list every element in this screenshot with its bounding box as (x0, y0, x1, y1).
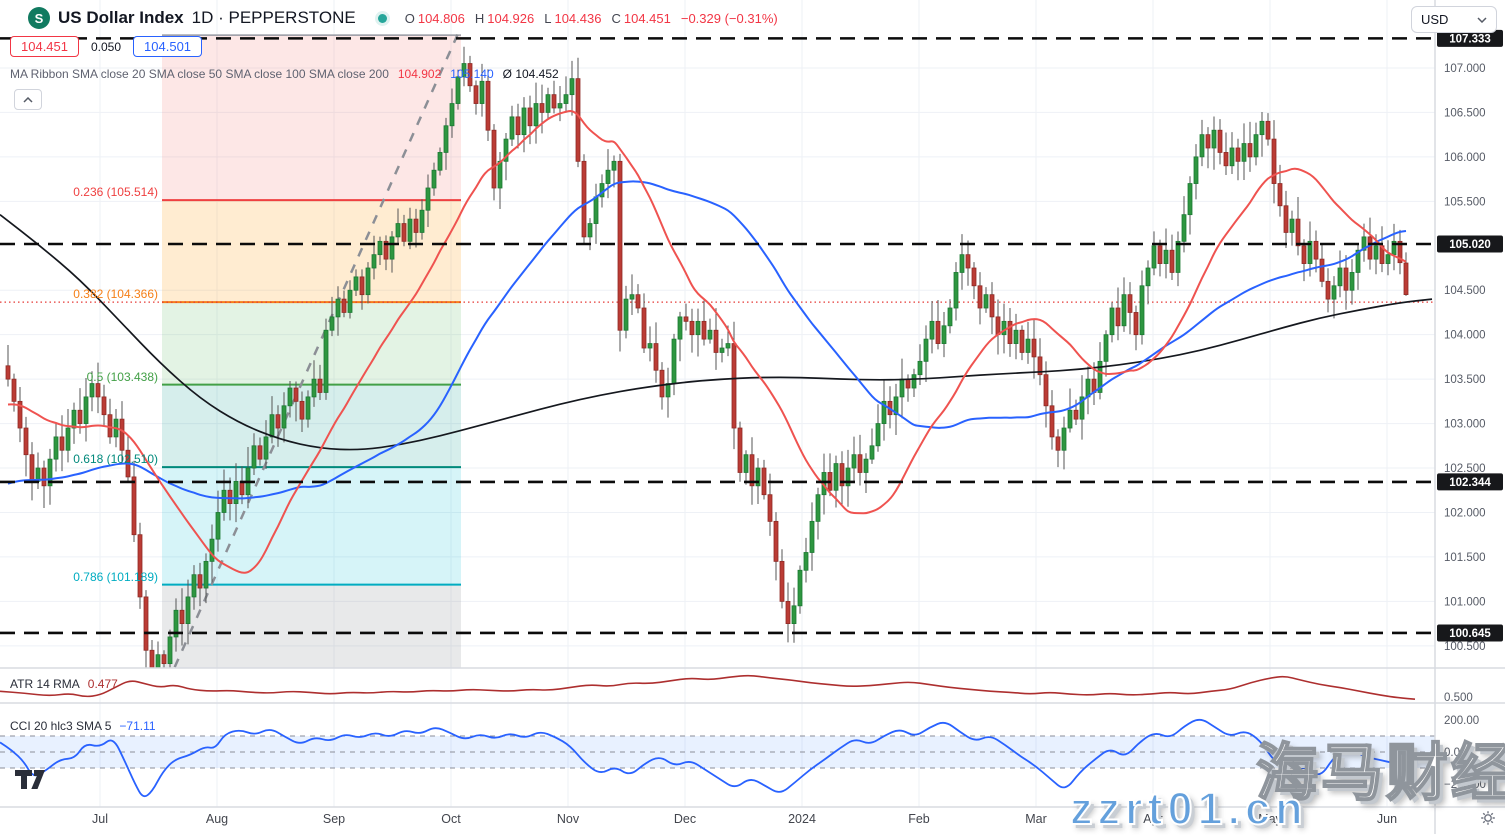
svg-text:Mar: Mar (1025, 812, 1047, 826)
open-label: O (404, 10, 415, 26)
svg-text:104.500: 104.500 (1444, 285, 1486, 297)
svg-text:Oct: Oct (441, 812, 461, 826)
symbol-title[interactable]: US Dollar Index (58, 8, 184, 27)
svg-text:Aug: Aug (206, 812, 228, 826)
svg-text:107.000: 107.000 (1444, 63, 1486, 75)
svg-text:105.500: 105.500 (1444, 196, 1486, 208)
svg-text:0.00: 0.00 (1444, 747, 1466, 759)
price-axis[interactable]: 107.000 106.500 106.000 105.500 104.500 104.0… (1437, 29, 1503, 791)
svg-text:Apr: Apr (1143, 812, 1162, 826)
cci-value: −71.11 (119, 719, 156, 733)
settings-gear-icon[interactable] (1479, 809, 1497, 827)
ma-ribbon-legend[interactable]: MA Ribbon SMA close 20 SMA close 50 SMA … (10, 67, 559, 81)
low-value: 104.436 (554, 10, 602, 26)
chevron-down-icon (1477, 16, 1487, 23)
svg-text:107.333: 107.333 (1449, 33, 1491, 45)
svg-text:103.000: 103.000 (1444, 419, 1486, 431)
ma-ribbon-lines (0, 109, 1433, 574)
ma20-value: 104.902 (397, 67, 442, 81)
currency-value: USD (1421, 12, 1449, 27)
svg-text:102.500: 102.500 (1444, 463, 1486, 475)
svg-text:0.500: 0.500 (1444, 692, 1473, 704)
cci-pane[interactable] (0, 718, 1435, 798)
fib-level-label: 0.382 (104.366) (73, 287, 158, 302)
ma-ribbon-label: MA Ribbon SMA close 20 SMA close 50 SMA … (10, 67, 389, 81)
time-axis-background[interactable] (0, 807, 1435, 834)
open-value: 104.806 (417, 10, 465, 26)
atr-pane[interactable] (0, 674, 1416, 700)
svg-text:Feb: Feb (908, 812, 930, 826)
chevron-up-icon (23, 96, 33, 103)
svg-text:Dec: Dec (674, 812, 696, 826)
svg-text:100.500: 100.500 (1444, 641, 1486, 653)
interval-exchange[interactable]: 1D · PEPPERSTONE (191, 8, 356, 27)
ma-average-value: Ø 104.452 (502, 67, 559, 81)
fib-level-label: 0.236 (105.514) (73, 185, 158, 200)
close-value: 104.451 (623, 10, 671, 26)
change-value: −0.329 (−0.31%) (680, 10, 778, 26)
svg-text:Sep: Sep (323, 812, 345, 826)
ohlc-values: O 104.806 H 104.926 L 104.436 C 104.451 … (405, 11, 778, 26)
market-status-dot (377, 13, 387, 23)
ma50-value: 105.140 (450, 67, 494, 81)
svg-text:101.000: 101.000 (1444, 596, 1486, 608)
time-axis[interactable]: Jul Aug Sep Oct Nov Dec 2024 Feb Mar Apr May Jun (92, 812, 1397, 826)
low-label: L (544, 10, 552, 26)
buy-price-button[interactable]: 104.501 (133, 36, 203, 57)
high-value: 104.926 (487, 10, 535, 26)
svg-text:104.000: 104.000 (1444, 330, 1486, 342)
svg-text:101.500: 101.500 (1444, 552, 1486, 564)
svg-text:Jun: Jun (1377, 812, 1397, 826)
price-axis-background[interactable] (1435, 0, 1505, 834)
svg-text:106.500: 106.500 (1444, 107, 1486, 119)
svg-text:103.500: 103.500 (1444, 374, 1486, 386)
fib-level-label: 0.5 (103.438) (86, 369, 158, 384)
high-label: H (474, 10, 485, 26)
svg-text:200.00: 200.00 (1444, 715, 1479, 727)
svg-text:2024: 2024 (788, 812, 816, 826)
fib-level-label: 0.618 (102.510) (73, 452, 158, 467)
fib-level-label: 0.786 (101.189) (73, 569, 158, 584)
collapse-legend-button[interactable] (14, 89, 42, 110)
currency-selector[interactable]: USD (1411, 6, 1497, 33)
cci-label: CCI 20 hlc3 SMA 5 (10, 719, 112, 733)
svg-text:102.344: 102.344 (1449, 477, 1491, 489)
svg-text:100.645: 100.645 (1449, 628, 1491, 640)
svg-text:May: May (1258, 812, 1282, 826)
cci-legend[interactable]: CCI 20 hlc3 SMA 5 −71.11 (10, 719, 156, 733)
atr-value: 0.477 (87, 677, 118, 691)
svg-text:Nov: Nov (557, 812, 580, 826)
svg-text:106.000: 106.000 (1444, 152, 1486, 164)
broker-logo: S (28, 7, 50, 29)
sell-price-button[interactable]: 104.451 (10, 36, 79, 57)
tradingview-logo[interactable] (15, 770, 49, 790)
atr-legend[interactable]: ATR 14 RMA 0.477 (10, 677, 118, 691)
svg-text:Jul: Jul (92, 812, 108, 826)
atr-label: ATR 14 RMA (10, 677, 80, 691)
fib-retracement[interactable] (160, 26, 463, 734)
symbol-header: S US Dollar Index 1D · PEPPERSTONE O 104… (28, 7, 778, 29)
candlestick-series[interactable] (5, 46, 1409, 686)
svg-text:102.000: 102.000 (1444, 507, 1486, 519)
spread-value: 0.050 (91, 39, 122, 54)
svg-text:105.020: 105.020 (1449, 239, 1491, 251)
svg-text:−200.00: −200.00 (1444, 779, 1486, 791)
trade-price-row: 104.451 0.050 104.501 (10, 36, 203, 57)
close-label: C (611, 10, 621, 26)
